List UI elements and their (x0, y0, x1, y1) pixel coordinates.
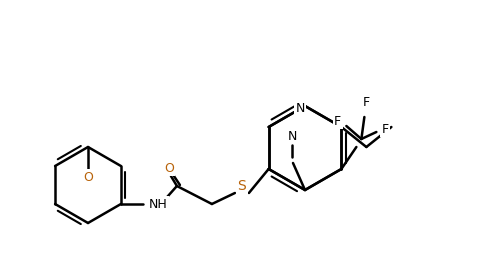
Text: O: O (83, 170, 93, 183)
Text: N: N (287, 130, 296, 142)
Text: N: N (295, 102, 304, 114)
Text: F: F (380, 123, 388, 135)
Text: F: F (362, 96, 369, 109)
Text: NH: NH (149, 198, 167, 211)
Text: O: O (164, 162, 173, 175)
Text: S: S (237, 179, 246, 193)
Text: F: F (333, 114, 341, 127)
